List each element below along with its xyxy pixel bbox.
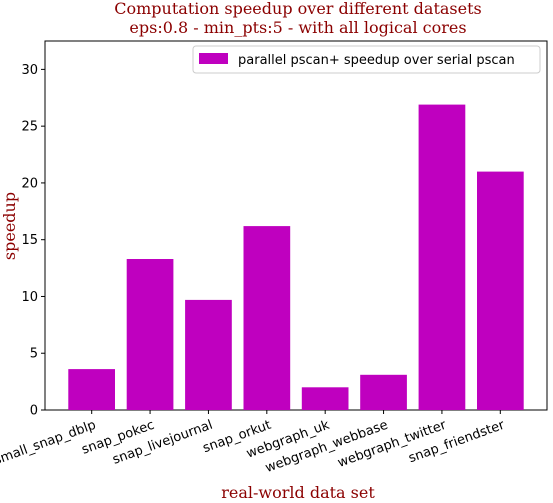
y-tick-label: 15 <box>21 233 38 248</box>
y-tick-label: 0 <box>30 404 38 419</box>
bar-snap_livejournal <box>185 299 232 410</box>
x-ticks-group: small_snap_dblpsnap_pokecsnap_livejourna… <box>0 410 507 476</box>
x-axis-label: real-world data set <box>221 483 375 502</box>
y-tick-label: 20 <box>21 176 38 191</box>
legend-label: parallel pscan+ speedup over serial psca… <box>238 53 515 68</box>
y-tick-label: 25 <box>21 120 38 135</box>
chart-subtitle: eps:0.8 - min_pts:5 - with all logical c… <box>129 18 466 37</box>
bar-snap_friendster <box>477 171 524 410</box>
legend-swatch <box>199 53 228 64</box>
bar-small_snap_dblp <box>68 369 115 410</box>
y-tick-label: 5 <box>30 347 38 362</box>
plot-area-frame <box>44 40 548 411</box>
legend: parallel pscan+ speedup over serial psca… <box>192 45 541 74</box>
bar-webgraph_uk <box>301 387 349 410</box>
bar-webgraph_twitter <box>418 104 466 410</box>
y-tick-label: 10 <box>21 290 38 305</box>
y-axis-label: speedup <box>0 192 19 260</box>
legend-frame <box>192 45 541 74</box>
y-ticks-group: 0 5 10 15 20 25 30 <box>21 63 45 419</box>
bar-webgraph_webbase <box>360 374 407 410</box>
bar-snap_orkut <box>243 226 291 410</box>
chart-title: Computation speedup over different datas… <box>114 0 481 18</box>
bars-group <box>68 104 524 410</box>
bar-snap_pokec <box>126 259 174 410</box>
y-tick-label: 30 <box>21 63 38 78</box>
